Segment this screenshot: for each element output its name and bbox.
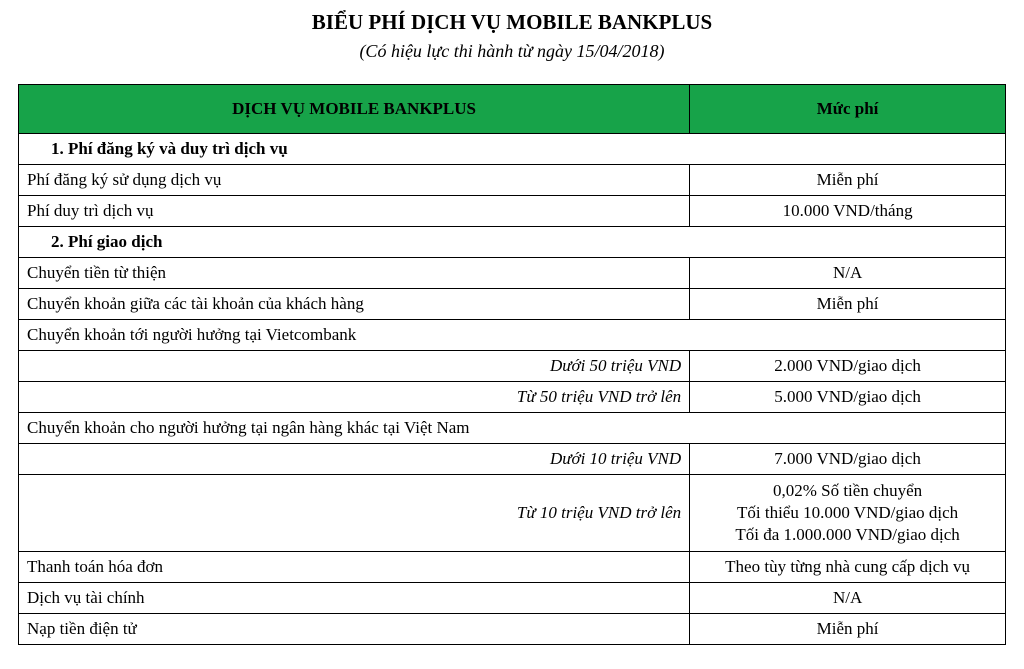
table-header-row: DỊCH VỤ MOBILE BANKPLUS Mức phí bbox=[19, 85, 1006, 134]
fee-cell: Miễn phí bbox=[690, 289, 1006, 320]
label-cell: Nạp tiền điện tử bbox=[19, 614, 690, 645]
table-row: Nạp tiền điện tửMiễn phí bbox=[19, 614, 1006, 645]
table-body: 1. Phí đăng ký và duy trì dịch vụPhí đăn… bbox=[19, 134, 1006, 645]
span-cell: Chuyển khoản cho người hưởng tại ngân hà… bbox=[19, 413, 1006, 444]
label-cell: Phí đăng ký sử dụng dịch vụ bbox=[19, 165, 690, 196]
table-row: Phí duy trì dịch vụ10.000 VND/tháng bbox=[19, 196, 1006, 227]
table-row: 2. Phí giao dịch bbox=[19, 227, 1006, 258]
page-title: BIỂU PHÍ DỊCH VỤ MOBILE BANKPLUS bbox=[18, 10, 1006, 35]
table-row: Dịch vụ tài chínhN/A bbox=[19, 583, 1006, 614]
fee-cell: Miễn phí bbox=[690, 614, 1006, 645]
fee-cell: 0,02% Số tiền chuyểnTối thiểu 10.000 VND… bbox=[690, 475, 1006, 552]
label-cell: Dưới 10 triệu VND bbox=[19, 444, 690, 475]
label-cell: Thanh toán hóa đơn bbox=[19, 552, 690, 583]
fee-cell: 2.000 VND/giao dịch bbox=[690, 351, 1006, 382]
table-row: Dưới 10 triệu VND7.000 VND/giao dịch bbox=[19, 444, 1006, 475]
section-cell: 2. Phí giao dịch bbox=[19, 227, 1006, 258]
span-cell: Chuyển khoản tới người hưởng tại Vietcom… bbox=[19, 320, 1006, 351]
label-cell: Chuyển khoản giữa các tài khoản của khác… bbox=[19, 289, 690, 320]
fee-table: DỊCH VỤ MOBILE BANKPLUS Mức phí 1. Phí đ… bbox=[18, 84, 1006, 645]
label-cell: Phí duy trì dịch vụ bbox=[19, 196, 690, 227]
label-cell: Chuyển tiền từ thiện bbox=[19, 258, 690, 289]
table-row: Thanh toán hóa đơnTheo tùy từng nhà cung… bbox=[19, 552, 1006, 583]
table-row: Chuyển khoản tới người hưởng tại Vietcom… bbox=[19, 320, 1006, 351]
fee-cell: Theo tùy từng nhà cung cấp dịch vụ bbox=[690, 552, 1006, 583]
header-service: DỊCH VỤ MOBILE BANKPLUS bbox=[19, 85, 690, 134]
fee-cell: 5.000 VND/giao dịch bbox=[690, 382, 1006, 413]
section-cell: 1. Phí đăng ký và duy trì dịch vụ bbox=[19, 134, 1006, 165]
fee-cell: Miễn phí bbox=[690, 165, 1006, 196]
fee-cell: 7.000 VND/giao dịch bbox=[690, 444, 1006, 475]
table-row: Từ 50 triệu VND trở lên5.000 VND/giao dị… bbox=[19, 382, 1006, 413]
fee-cell: N/A bbox=[690, 258, 1006, 289]
label-cell: Từ 50 triệu VND trở lên bbox=[19, 382, 690, 413]
label-cell: Từ 10 triệu VND trở lên bbox=[19, 475, 690, 552]
fee-cell: N/A bbox=[690, 583, 1006, 614]
label-cell: Dịch vụ tài chính bbox=[19, 583, 690, 614]
label-cell: Dưới 50 triệu VND bbox=[19, 351, 690, 382]
page-subtitle: (Có hiệu lực thi hành từ ngày 15/04/2018… bbox=[18, 41, 1006, 62]
table-row: 1. Phí đăng ký và duy trì dịch vụ bbox=[19, 134, 1006, 165]
table-row: Phí đăng ký sử dụng dịch vụMiễn phí bbox=[19, 165, 1006, 196]
table-row: Chuyển khoản cho người hưởng tại ngân hà… bbox=[19, 413, 1006, 444]
header-fee: Mức phí bbox=[690, 85, 1006, 134]
table-row: Dưới 50 triệu VND2.000 VND/giao dịch bbox=[19, 351, 1006, 382]
fee-cell: 10.000 VND/tháng bbox=[690, 196, 1006, 227]
table-row: Chuyển khoản giữa các tài khoản của khác… bbox=[19, 289, 1006, 320]
table-row: Từ 10 triệu VND trở lên0,02% Số tiền chu… bbox=[19, 475, 1006, 552]
table-row: Chuyển tiền từ thiệnN/A bbox=[19, 258, 1006, 289]
